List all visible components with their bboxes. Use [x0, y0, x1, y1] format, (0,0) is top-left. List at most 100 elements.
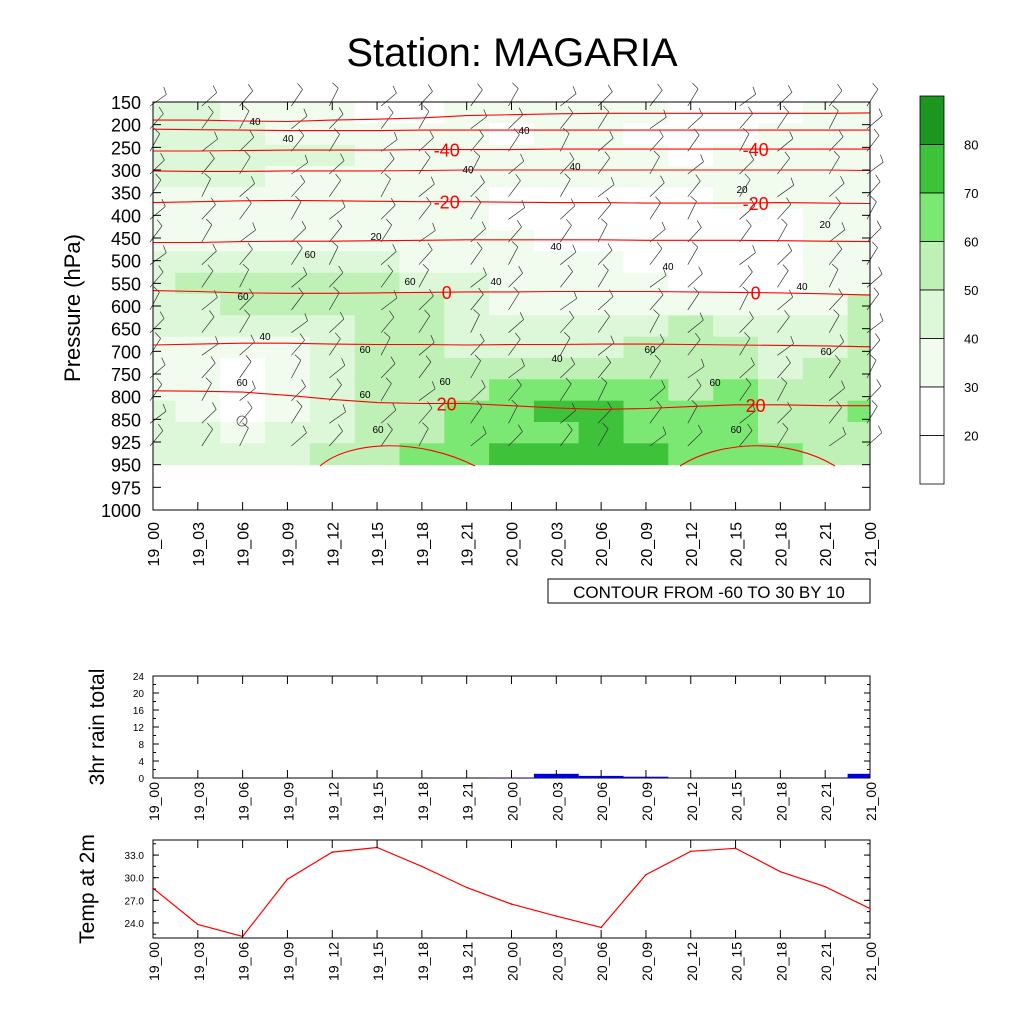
wind-barb-shaft — [687, 273, 703, 288]
wind-barb-shaft — [559, 133, 570, 152]
colorbar-box — [919, 95, 945, 145]
wind-barb-shaft — [559, 179, 571, 197]
wind-barb-flag — [660, 175, 665, 183]
temp-y-axis: 24.0 27.0 30.0 33.0 — [125, 843, 870, 935]
wind-barb-flag — [392, 85, 397, 94]
wind-barb-flag — [567, 264, 573, 272]
humidity-cell — [220, 102, 266, 124]
humidity-cell — [309, 187, 356, 210]
wind-barb-shaft — [380, 363, 396, 379]
wind-barb-shaft — [560, 298, 577, 311]
wind-barb-shaft — [418, 388, 436, 401]
wind-barb-flag — [204, 173, 211, 179]
humidity-contour-label: 40 — [796, 282, 808, 293]
wind-barb-shaft — [597, 250, 613, 265]
humidity-cell — [489, 166, 535, 188]
wind-barb-flag — [250, 334, 255, 343]
wind-barb-flag — [162, 403, 167, 412]
wind-barb-shaft — [470, 202, 482, 220]
humidity-cell — [758, 144, 804, 167]
wind-barb-shaft — [777, 270, 789, 288]
time-tick-label: 20_06 — [594, 782, 610, 821]
wind-barb-flag — [247, 242, 253, 250]
wind-barb-shaft — [649, 182, 665, 197]
humidity-cell — [533, 251, 580, 274]
wind-barb-flag — [876, 379, 882, 387]
wind-barb-flag — [566, 219, 572, 226]
wind-barb-flag — [518, 266, 523, 274]
rain-y-label: 8 — [138, 740, 144, 751]
time-tick-label: 20_06 — [594, 522, 611, 567]
wind-barb-shaft — [418, 137, 434, 152]
wind-barb-flag — [698, 266, 703, 274]
wind-barb-flag — [153, 286, 160, 293]
wind-barb-shaft — [508, 365, 525, 379]
wind-barb-shaft — [329, 226, 343, 243]
humidity-cell — [578, 294, 625, 316]
wind-barb-flag — [427, 401, 433, 409]
humidity-cell — [578, 443, 625, 466]
wind-barb-shaft — [739, 292, 749, 311]
wind-barb-shaft — [239, 249, 253, 265]
wind-barb-shaft — [866, 386, 882, 401]
wind-barb-flag — [607, 243, 613, 251]
temp-y-label: 24.0 — [125, 919, 145, 930]
rain-frame — [152, 675, 871, 779]
humidity-contour-label: 40 — [550, 242, 562, 253]
wind-barb-shaft — [508, 319, 524, 333]
wind-barb-flag — [878, 266, 883, 275]
humidity-cell — [668, 336, 714, 359]
wind-barb-flag — [518, 107, 524, 115]
wind-barb-flag — [878, 108, 883, 116]
humidity-cell — [623, 358, 669, 380]
humidity-cell — [489, 208, 535, 231]
humidity-cell — [399, 123, 445, 146]
wind-barb-flag — [784, 151, 790, 159]
wind-barb-flag — [430, 176, 435, 185]
humidity-cell — [265, 102, 311, 124]
wind-barb-shaft — [149, 159, 165, 175]
humidity-cell — [802, 315, 849, 338]
wind-barb-shaft — [687, 247, 699, 265]
time-tick-label: 20_18 — [773, 782, 789, 821]
humidity-cell — [444, 400, 490, 423]
humidity-cell — [578, 272, 625, 295]
wind-barb-flag — [602, 422, 609, 429]
humidity-cell — [802, 187, 849, 210]
wind-barb-flag — [249, 130, 255, 138]
time-tick-label: 19_03 — [191, 522, 208, 567]
wind-barb-flag — [422, 263, 429, 271]
wind-barb-shaft — [739, 159, 754, 175]
wind-barb-flag — [841, 222, 846, 230]
humidity-cell — [802, 166, 849, 188]
wind-barb-flag — [160, 152, 165, 161]
wind-barb-flag — [701, 358, 705, 367]
wind-barb-shaft — [739, 133, 750, 152]
wind-barb-flag — [748, 106, 753, 114]
wind-barb-shaft — [329, 338, 341, 356]
humidity-cell — [802, 443, 849, 466]
temperature-contour-line — [153, 148, 870, 152]
wind-barb-shaft — [291, 406, 303, 424]
wind-barb-shaft — [739, 179, 751, 197]
wind-barb-shaft — [329, 134, 340, 152]
colorbar-label: 20 — [964, 429, 978, 444]
humidity-cell — [758, 272, 804, 295]
wind-barbs — [149, 82, 884, 447]
humidity-cell — [444, 294, 490, 316]
wind-barb-flag — [340, 153, 345, 161]
wind-barb-flag — [294, 354, 302, 361]
wind-barb-flag — [475, 196, 482, 203]
wind-barb-shaft — [380, 337, 391, 356]
wind-barb-shaft — [649, 340, 665, 356]
humidity-cell — [354, 379, 401, 402]
time-tick-label: 19_18 — [415, 782, 431, 821]
humidity-cell — [399, 358, 445, 380]
temperature-point — [645, 873, 647, 876]
pressure-tick-label: 800 — [111, 388, 141, 408]
wind-barb-flag — [214, 131, 218, 140]
wind-barb-shaft — [470, 135, 484, 152]
temperature-point — [331, 851, 334, 853]
humidity-contour-label: 60 — [304, 250, 316, 261]
wind-barb-shaft — [239, 388, 256, 401]
